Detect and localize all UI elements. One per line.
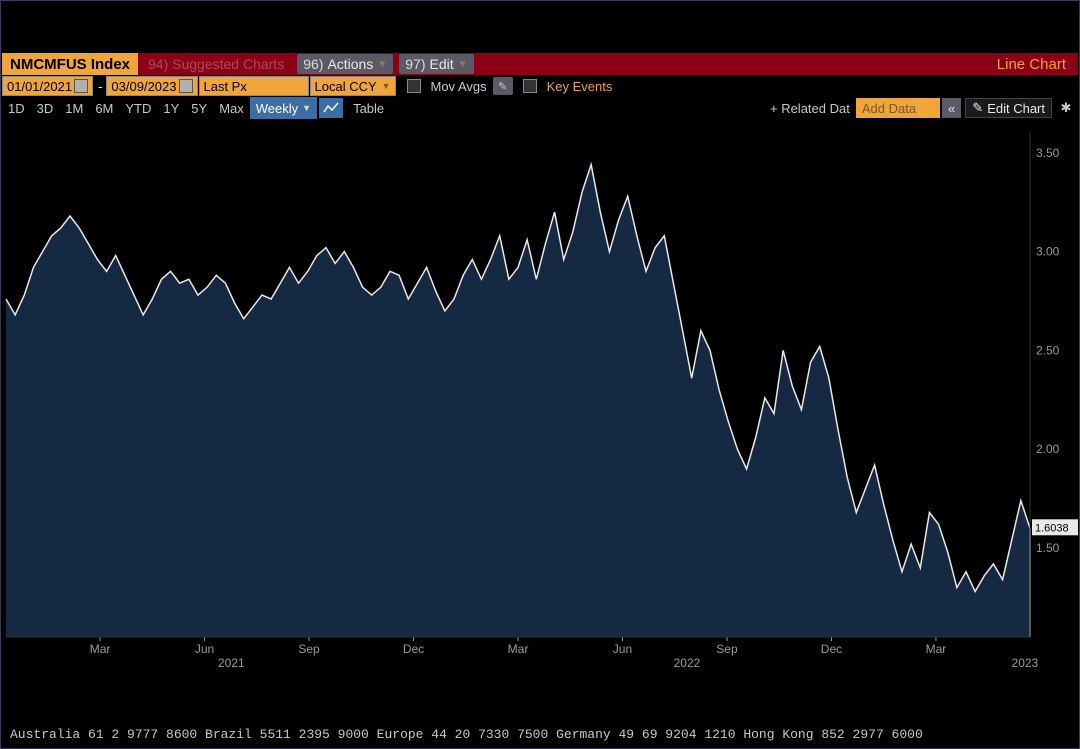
suggested-charts-button[interactable]: 94) Suggested Charts: [138, 56, 294, 72]
calendar-icon[interactable]: [179, 79, 193, 93]
params-bar: 01/01/2021 - 03/09/2023 Last Px Local CC…: [2, 75, 1078, 97]
range-1y[interactable]: 1Y: [157, 97, 185, 119]
edit-chart-label: Edit Chart: [987, 101, 1045, 116]
svg-text:Dec: Dec: [403, 642, 424, 656]
svg-text:1.50: 1.50: [1036, 541, 1060, 555]
svg-text:Mar: Mar: [508, 642, 529, 656]
range-weekly-label: Weekly: [256, 101, 298, 116]
date-from-value: 01/01/2021: [7, 79, 72, 94]
date-to-value: 03/09/2023: [111, 79, 176, 94]
actions-number: 96): [303, 56, 323, 72]
chevron-down-icon: ▼: [382, 81, 391, 91]
svg-text:2021: 2021: [218, 656, 245, 670]
command-bar: NMCMFUS Index 94) Suggested Charts 96) A…: [2, 53, 1078, 75]
gear-icon[interactable]: ✱: [1056, 98, 1076, 118]
svg-text:Mar: Mar: [90, 642, 111, 656]
key-events-checkbox[interactable]: [523, 79, 537, 93]
pencil-icon: ✎: [972, 100, 983, 116]
pencil-icon[interactable]: ✎: [493, 77, 513, 95]
svg-text:Jun: Jun: [195, 642, 214, 656]
key-events-label: Key Events: [547, 79, 613, 94]
calendar-icon[interactable]: [74, 79, 88, 93]
terminal-footer: Australia 61 2 9777 8600 Brazil 5511 239…: [2, 695, 1078, 747]
currency-value: Local CCY: [315, 79, 377, 94]
price-type-select[interactable]: Last Px: [199, 76, 309, 96]
edit-label: Edit: [430, 56, 454, 72]
svg-text:1.6038: 1.6038: [1035, 522, 1069, 534]
range-6m[interactable]: 6M: [89, 97, 119, 119]
range-max[interactable]: Max: [213, 97, 250, 119]
range-1d[interactable]: 1D: [2, 97, 31, 119]
svg-text:2022: 2022: [674, 656, 701, 670]
chart-style-icon[interactable]: [319, 98, 343, 118]
svg-text:Sep: Sep: [298, 642, 320, 656]
edit-number: 97): [405, 56, 425, 72]
range-3d[interactable]: 3D: [31, 97, 60, 119]
range-weekly[interactable]: Weekly ▼: [250, 97, 317, 119]
price-type-value: Last Px: [204, 79, 247, 94]
collapse-icon[interactable]: «: [942, 98, 961, 118]
date-to-input[interactable]: 03/09/2023: [106, 76, 197, 96]
svg-text:Dec: Dec: [821, 642, 842, 656]
chart-type-label: Line Chart: [997, 56, 1078, 73]
edit-menu[interactable]: 97) Edit ▼: [399, 54, 473, 74]
add-data-input[interactable]: Add Data: [856, 98, 940, 118]
edit-chart-button[interactable]: ✎ Edit Chart: [965, 98, 1052, 118]
chevron-down-icon: ▼: [302, 103, 311, 113]
range-toolbar: 1D 3D 1M 6M YTD 1Y 5Y Max Weekly ▼ Table…: [2, 97, 1078, 119]
svg-text:Sep: Sep: [716, 642, 738, 656]
svg-text:Jun: Jun: [613, 642, 632, 656]
date-range-dash: -: [94, 79, 106, 94]
svg-text:2.00: 2.00: [1036, 442, 1060, 456]
actions-label: Actions: [327, 56, 373, 72]
footer-line1: Australia 61 2 9777 8600 Brazil 5511 239…: [10, 727, 1070, 742]
related-data-button[interactable]: + Related Dat: [764, 101, 856, 116]
svg-text:3.50: 3.50: [1036, 146, 1060, 160]
chart-area[interactable]: 1.50 2.00 2.50 3.00 3.50 1.6038 Mar Jun Sep Dec Ma…: [2, 121, 1078, 681]
line-chart-icon: [323, 102, 339, 114]
ticker-field[interactable]: NMCMFUS Index: [2, 53, 138, 75]
date-from-input[interactable]: 01/01/2021: [2, 76, 93, 96]
svg-text:Mar: Mar: [926, 642, 947, 656]
svg-text:2023: 2023: [1012, 656, 1039, 670]
range-5y[interactable]: 5Y: [185, 97, 213, 119]
table-button[interactable]: Table: [343, 101, 394, 116]
mov-avgs-label: Mov Avgs: [431, 79, 487, 94]
range-ytd[interactable]: YTD: [119, 97, 157, 119]
chevron-down-icon: ▼: [377, 59, 387, 70]
svg-text:3.00: 3.00: [1036, 245, 1060, 259]
range-1m[interactable]: 1M: [59, 97, 89, 119]
mov-avgs-checkbox[interactable]: [407, 79, 421, 93]
svg-text:2.50: 2.50: [1036, 343, 1060, 357]
chevron-down-icon: ▼: [458, 59, 468, 70]
currency-select[interactable]: Local CCY ▼: [310, 76, 396, 96]
actions-menu[interactable]: 96) Actions ▼: [297, 54, 393, 74]
price-chart-svg: 1.50 2.00 2.50 3.00 3.50 1.6038 Mar Jun Sep Dec Ma…: [2, 121, 1080, 681]
